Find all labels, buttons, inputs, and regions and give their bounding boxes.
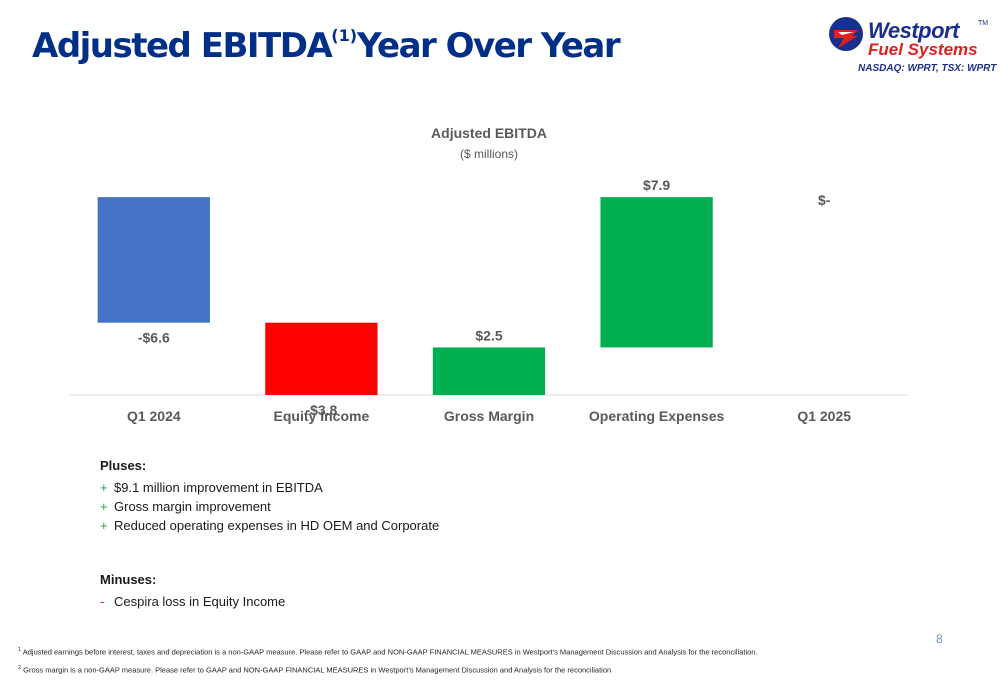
logo-ticker: NASDAQ: WPRT, TSX: WPRT [858, 63, 997, 74]
logo-name-line1: Westport [868, 18, 959, 43]
minuses-section: Minuses: - Cespira loss in Equity Income [100, 572, 285, 611]
adjusted-ebitda-chart: Adjusted EBITDA ($ millions) -$6.6 Q1 202… [70, 125, 908, 424]
plus-item: + $9.1 million improvement in EBITDA [100, 478, 439, 497]
plus-item-text: $9.1 million improvement in EBITDA [114, 480, 323, 495]
category-label: Gross Margin [444, 408, 534, 424]
plus-item: + Reduced operating expenses in HD OEM an… [100, 516, 439, 535]
pluses-section: Pluses: + $9.1 million improvement in EBI… [100, 458, 439, 535]
bar-q1-2024 [97, 197, 210, 323]
minus-icon: - [100, 594, 105, 609]
slide-title: Adjusted EBITDA(1)Year Over Year [32, 25, 621, 66]
data-label: $7.9 [643, 177, 670, 193]
category-label: Operating Expenses [589, 408, 725, 424]
bar-gross-margin [432, 347, 546, 395]
footnote-marker: 2 [18, 665, 22, 671]
bar-operating-expenses [600, 197, 713, 348]
footnote-text: Gross margin is a non-GAAP measure. Plea… [21, 665, 612, 675]
category-label: Q1 2024 [127, 408, 181, 424]
minus-item: - Cespira loss in Equity Income [100, 592, 285, 611]
plus-item: + Gross margin improvement [100, 497, 439, 516]
slide-title-rest: Year Over Year [357, 26, 621, 66]
plus-icon: + [100, 499, 108, 514]
westport-logo-icon [829, 17, 863, 51]
data-label: -$6.6 [138, 330, 170, 346]
category-label: Q1 2025 [797, 408, 851, 424]
pluses-heading: Pluses: [100, 458, 147, 473]
chart-subtitle: ($ millions) [460, 147, 518, 161]
slide-title-main: Adjusted EBITDA [32, 26, 333, 66]
data-label: $2.5 [475, 327, 502, 343]
plus-item-text: Reduced operating expenses in HD OEM and… [114, 518, 440, 533]
footnote-1: 1 Adjusted earnings before interest, tax… [18, 647, 758, 657]
page-number: 8 [936, 632, 943, 646]
data-label: $- [818, 192, 831, 208]
plus-item-text: Gross margin improvement [114, 499, 271, 514]
bar-equity-income [265, 322, 378, 395]
logo-trademark: TM [978, 20, 989, 27]
minus-item-text: Cespira loss in Equity Income [114, 594, 286, 609]
footnote-text: Adjusted earnings before interest, taxes… [21, 647, 758, 657]
plus-icon: + [100, 518, 108, 533]
logo-name-line2: Fuel Systems [868, 40, 978, 59]
waterfall-chart-svg: Adjusted EBITDA ($ millions) -$6.6 Q1 202… [70, 125, 908, 424]
westport-logo: Westport TM Fuel Systems NASDAQ: WPRT, T… [828, 12, 996, 78]
footnote-marker: 1 [18, 647, 22, 653]
category-label: Equity Income [274, 408, 370, 424]
chart-title: Adjusted EBITDA [431, 125, 547, 141]
data-label: -$3.8 [305, 402, 337, 418]
footnote-2: 2 Gross margin is a non-GAAP measure. Pl… [18, 665, 611, 675]
slide-title-superscript: (1) [331, 25, 358, 45]
minuses-heading: Minuses: [100, 572, 157, 587]
plus-icon: + [100, 480, 108, 495]
